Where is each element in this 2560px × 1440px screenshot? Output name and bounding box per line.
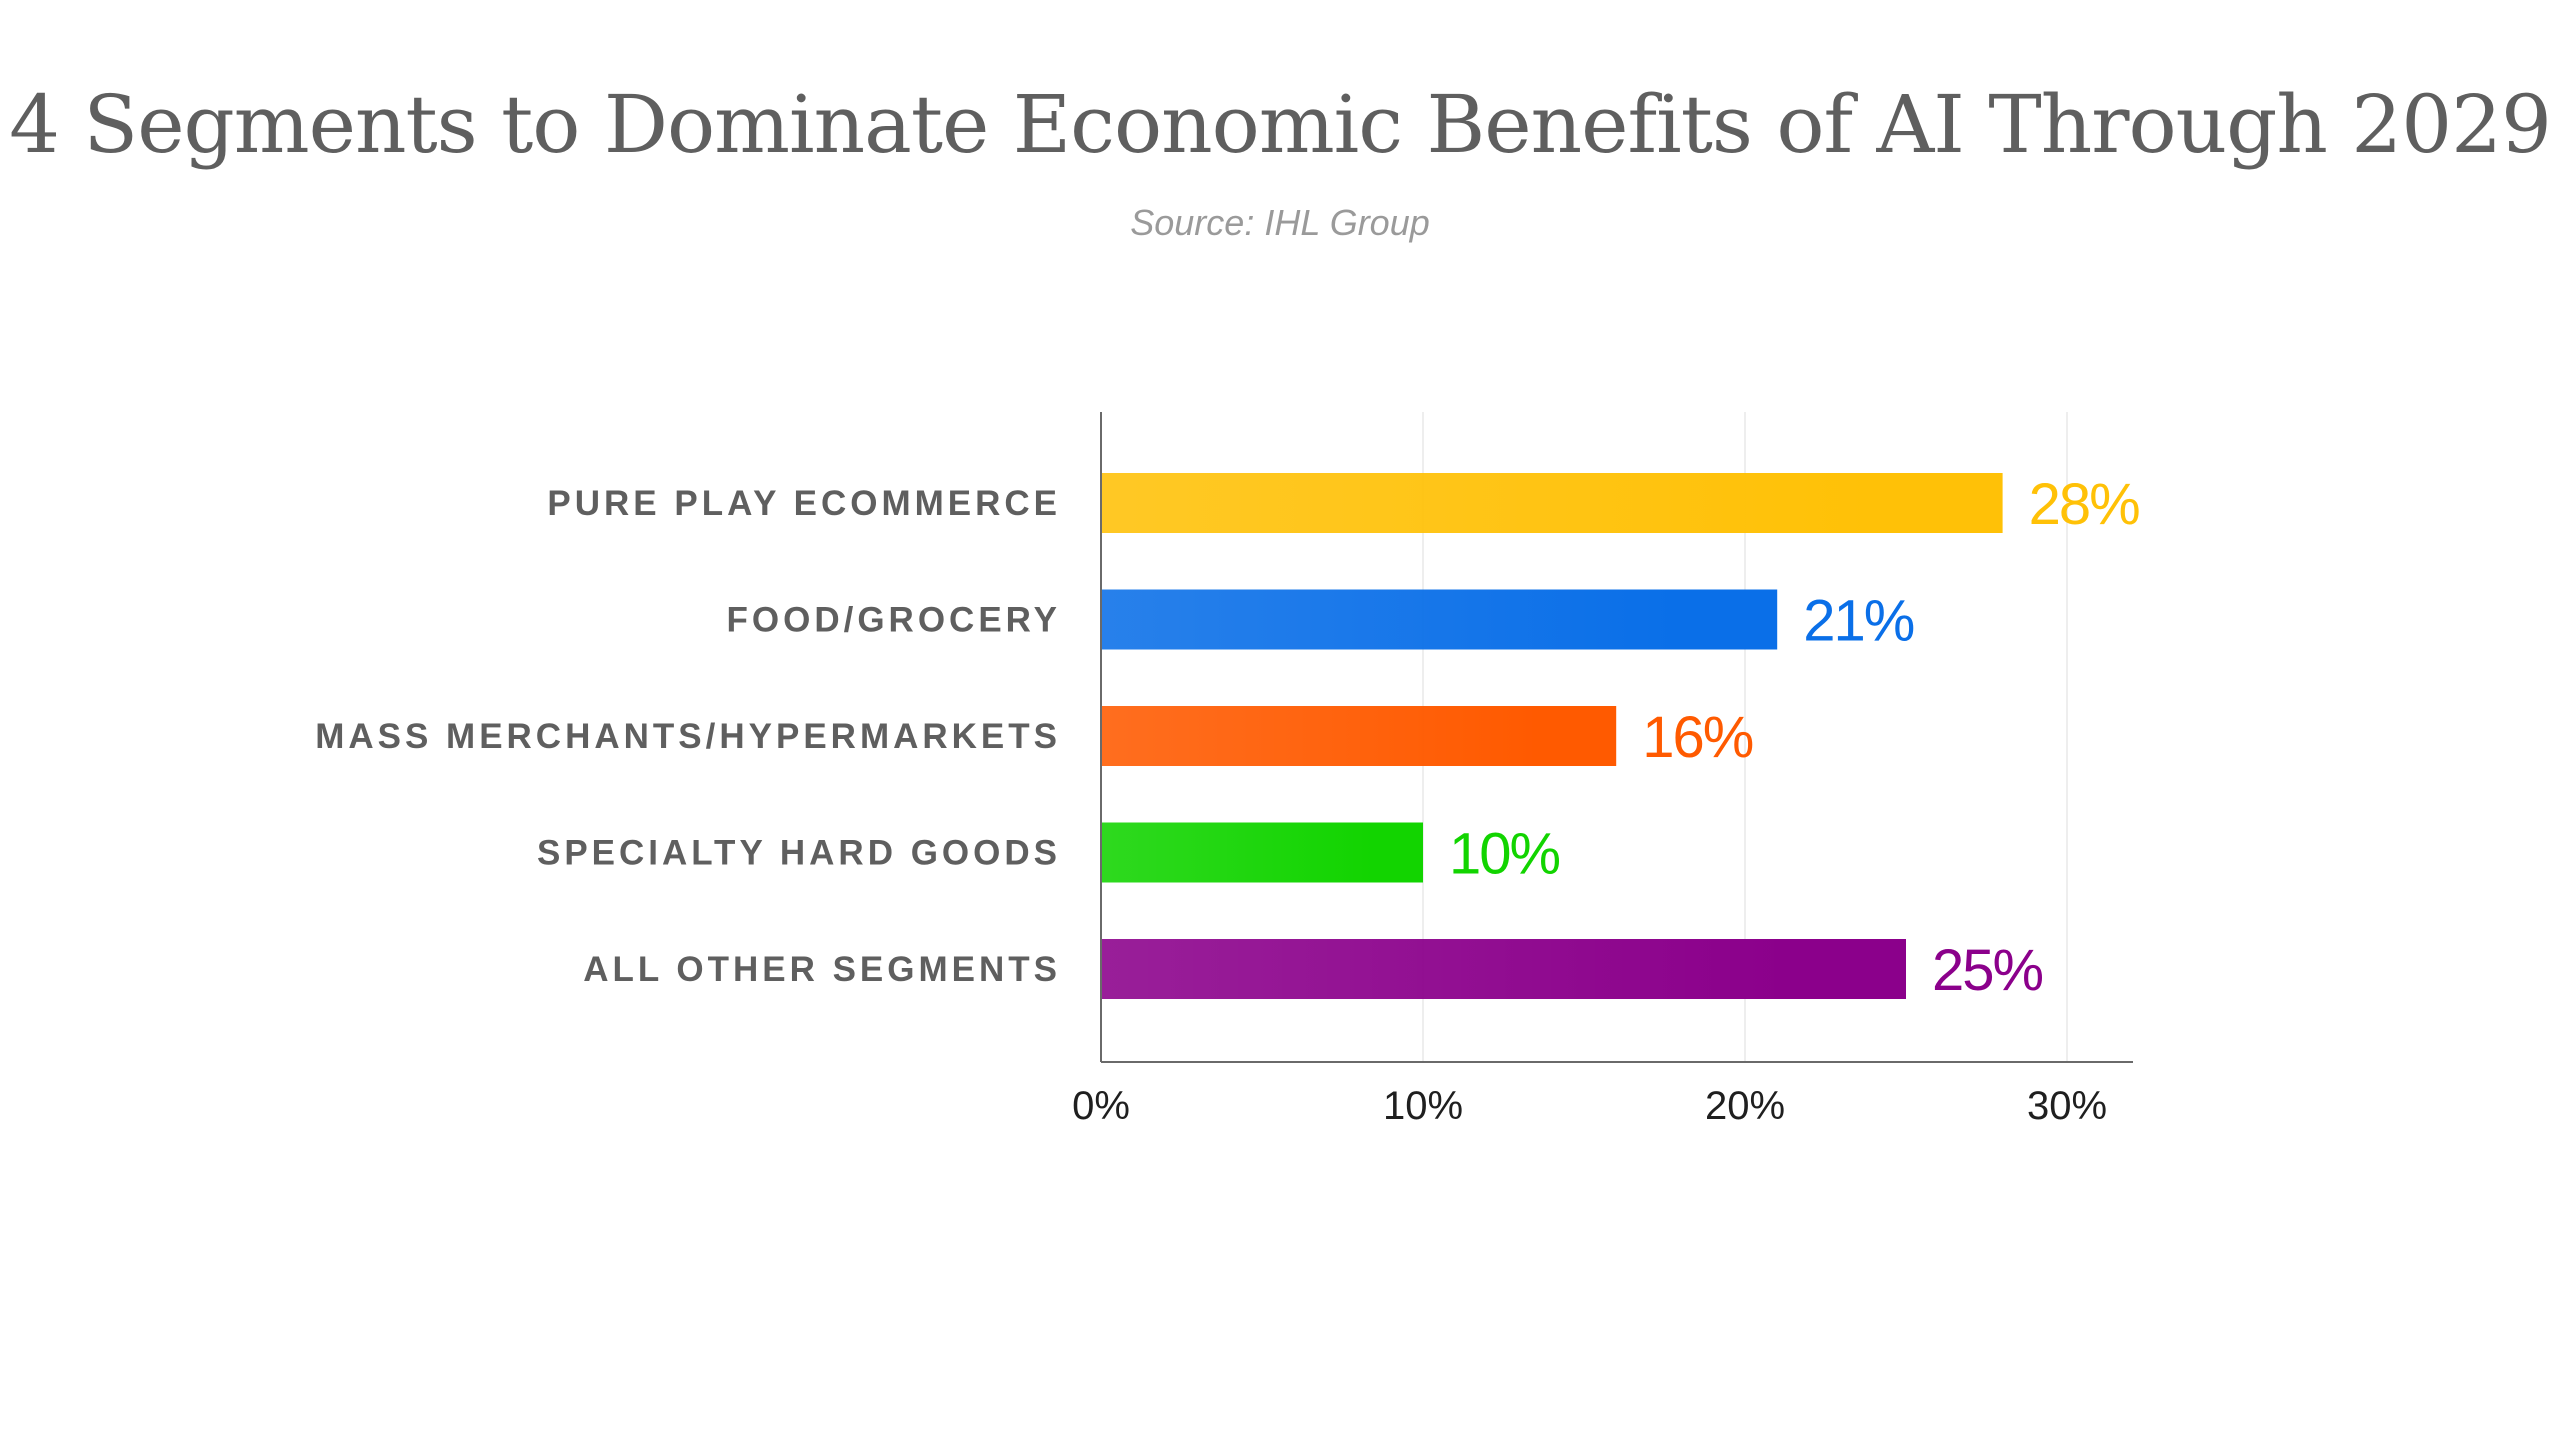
x-tick-label: 0% bbox=[1072, 1084, 1130, 1128]
bar bbox=[1101, 706, 1617, 766]
x-tick-label: 30% bbox=[2027, 1084, 2107, 1128]
x-tick-label: 20% bbox=[1705, 1084, 1785, 1128]
chart-title: 4 Segments to Dominate Economic Benefits… bbox=[9, 78, 2552, 171]
category-label: MASS MERCHANTS/HYPERMARKETS bbox=[315, 717, 1061, 756]
data-label: 10% bbox=[1449, 822, 1560, 887]
x-tick-label: 10% bbox=[1383, 1084, 1463, 1128]
axes bbox=[1100, 412, 2133, 1063]
data-label: 28% bbox=[2029, 472, 2140, 537]
category-label: PURE PLAY ECOMMERCE bbox=[547, 484, 1061, 523]
category-label: SPECIALTY HARD GOODS bbox=[537, 834, 1061, 873]
data-label: 21% bbox=[1803, 589, 1914, 654]
bar bbox=[1101, 939, 1906, 999]
bar bbox=[1101, 822, 1423, 883]
data-label: 16% bbox=[1642, 705, 1753, 770]
labels: 0% 10% 20% 30% PURE PLAY ECOMMERCE 28% FOOD/GR… bbox=[315, 472, 2141, 1128]
category-label: ALL OTHER SEGMENTS bbox=[583, 950, 1061, 989]
bars bbox=[1101, 473, 2003, 999]
data-label: 25% bbox=[1932, 938, 2043, 1003]
chart-subtitle: Source: IHL Group bbox=[1130, 202, 1430, 243]
category-label: FOOD/GROCERY bbox=[727, 601, 1062, 640]
bar bbox=[1101, 589, 1778, 650]
bar bbox=[1101, 473, 2003, 533]
